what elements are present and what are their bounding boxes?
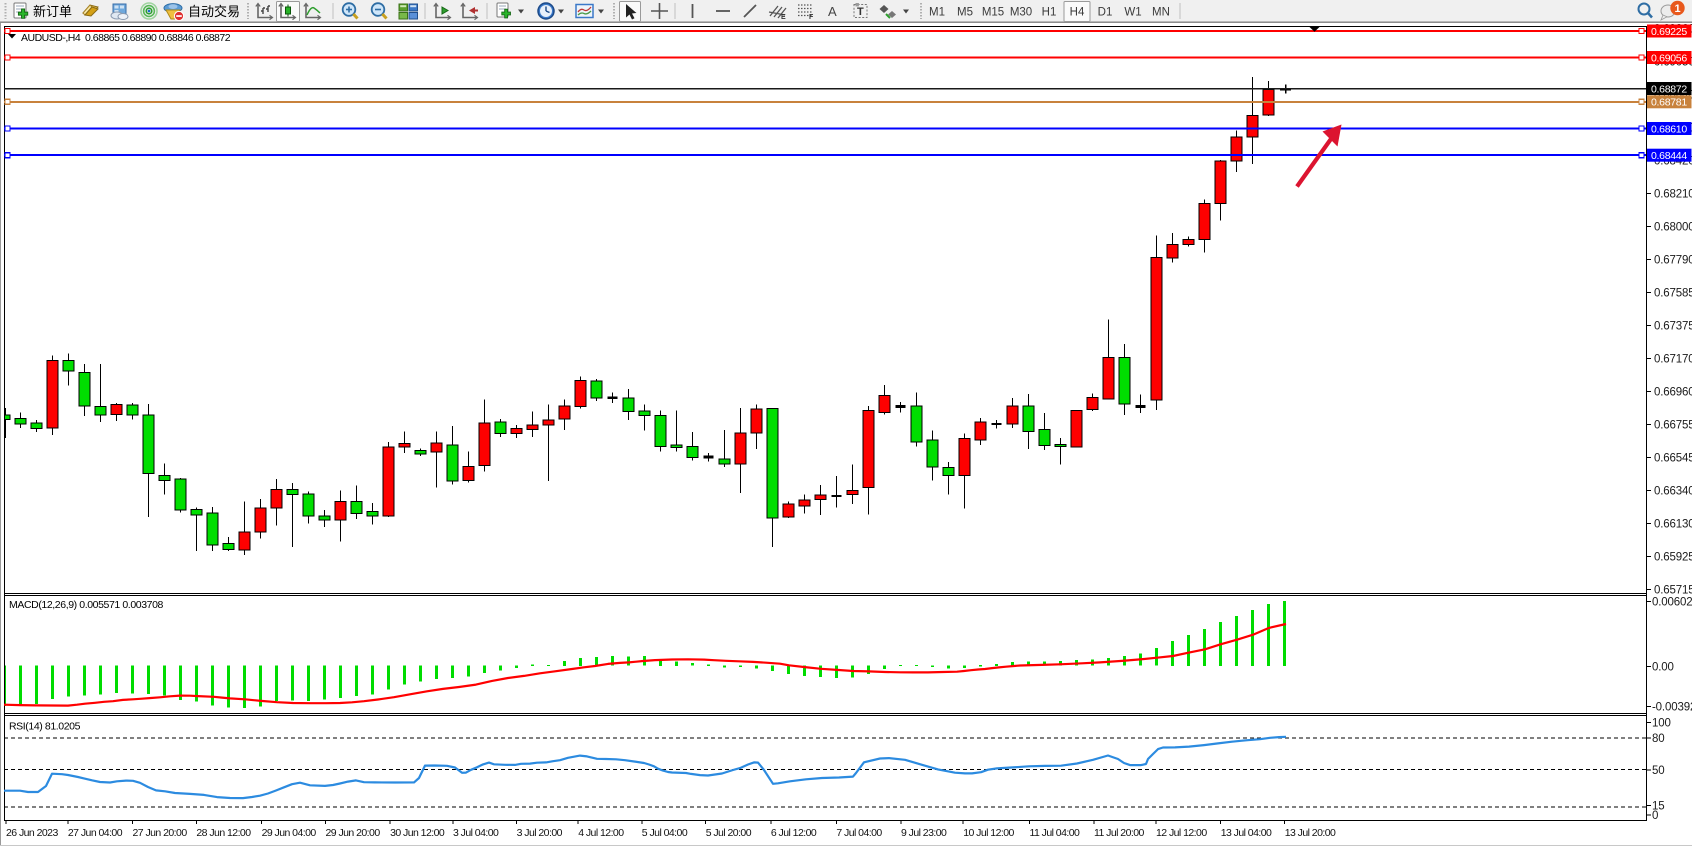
svg-text:0.00: 0.00 xyxy=(1652,662,1674,674)
svg-text:0.66755: 0.66755 xyxy=(1654,419,1692,431)
svg-text:0.66960: 0.66960 xyxy=(1654,386,1692,398)
svg-text:0.67375: 0.67375 xyxy=(1654,320,1692,332)
svg-text:6 Jul 12:00: 6 Jul 12:00 xyxy=(771,827,817,839)
svg-text:0.68210: 0.68210 xyxy=(1654,188,1692,200)
svg-text:10 Jul 12:00: 10 Jul 12:00 xyxy=(963,827,1014,839)
svg-text:30 Jun 12:00: 30 Jun 12:00 xyxy=(390,827,445,839)
svg-text:7 Jul 04:00: 7 Jul 04:00 xyxy=(836,827,882,839)
svg-text:5 Jul 20:00: 5 Jul 20:00 xyxy=(706,827,752,839)
svg-text:29 Jun 20:00: 29 Jun 20:00 xyxy=(326,827,381,839)
svg-text:M30: M30 xyxy=(1010,7,1032,19)
svg-text:11 Jul 20:00: 11 Jul 20:00 xyxy=(1094,827,1145,839)
svg-text:0.67790: 0.67790 xyxy=(1654,254,1692,266)
svg-text:0.69225: 0.69225 xyxy=(1651,26,1687,38)
svg-text:27 Jun 20:00: 27 Jun 20:00 xyxy=(133,827,188,839)
svg-text:3 Jul 04:00: 3 Jul 04:00 xyxy=(453,827,499,839)
svg-text:A: A xyxy=(828,4,837,19)
svg-text:13 Jul 20:00: 13 Jul 20:00 xyxy=(1285,827,1336,839)
svg-text:新订单: 新订单 xyxy=(33,4,72,19)
svg-text:T: T xyxy=(857,6,864,18)
svg-text:29 Jun 04:00: 29 Jun 04:00 xyxy=(262,827,317,839)
svg-text:MN: MN xyxy=(1152,7,1170,19)
svg-text:0.68610: 0.68610 xyxy=(1651,123,1687,135)
svg-text:0.67585: 0.67585 xyxy=(1654,287,1692,299)
svg-text:M5: M5 xyxy=(957,7,973,19)
svg-text:80: 80 xyxy=(1652,733,1665,745)
svg-text:AUDUSD-,H4 0.68865 0.68890 0.: AUDUSD-,H4 0.68865 0.68890 0.68846 0.688… xyxy=(21,32,231,44)
svg-text:0.69056: 0.69056 xyxy=(1651,52,1687,64)
svg-text:0.65715: 0.65715 xyxy=(1654,584,1692,596)
svg-text:12 Jul 12:00: 12 Jul 12:00 xyxy=(1156,827,1207,839)
svg-text:1: 1 xyxy=(1674,3,1680,15)
svg-text:0.68781: 0.68781 xyxy=(1651,97,1687,109)
svg-text:5 Jul 04:00: 5 Jul 04:00 xyxy=(642,827,688,839)
svg-text:13 Jul 04:00: 13 Jul 04:00 xyxy=(1221,827,1272,839)
svg-text:50: 50 xyxy=(1652,765,1665,777)
svg-text:0.66545: 0.66545 xyxy=(1654,452,1692,464)
svg-text:RSI(14) 81.0205: RSI(14) 81.0205 xyxy=(9,721,81,733)
svg-text:W1: W1 xyxy=(1124,7,1141,19)
svg-text:3 Jul 20:00: 3 Jul 20:00 xyxy=(517,827,563,839)
svg-text:M15: M15 xyxy=(982,7,1004,19)
svg-text:0.68000: 0.68000 xyxy=(1654,221,1692,233)
svg-text:M1: M1 xyxy=(929,7,945,19)
svg-text:MACD(12,26,9) 0.005571 0.00370: MACD(12,26,9) 0.005571 0.003708 xyxy=(9,599,164,611)
svg-text:F: F xyxy=(809,14,814,21)
svg-text:0.68872: 0.68872 xyxy=(1651,83,1687,95)
svg-text:28 Jun 12:00: 28 Jun 12:00 xyxy=(196,827,251,839)
svg-text:D1: D1 xyxy=(1098,7,1113,19)
svg-text:E: E xyxy=(781,14,786,21)
svg-text:H4: H4 xyxy=(1070,7,1085,19)
svg-text:自动交易: 自动交易 xyxy=(188,4,240,19)
svg-text:0: 0 xyxy=(1652,810,1658,822)
svg-text:0.66340: 0.66340 xyxy=(1654,485,1692,497)
svg-text:27 Jun 04:00: 27 Jun 04:00 xyxy=(68,827,123,839)
svg-text:0.66130: 0.66130 xyxy=(1654,518,1692,530)
svg-text:15: 15 xyxy=(1652,801,1665,813)
svg-text:-0.003921: -0.003921 xyxy=(1652,702,1692,714)
svg-text:11 Jul 04:00: 11 Jul 04:00 xyxy=(1030,827,1081,839)
svg-text:9 Jul 23:00: 9 Jul 23:00 xyxy=(901,827,947,839)
svg-text:H1: H1 xyxy=(1042,7,1057,19)
svg-text:0.67170: 0.67170 xyxy=(1654,353,1692,365)
svg-text:100: 100 xyxy=(1652,717,1671,729)
svg-text:4 Jul 12:00: 4 Jul 12:00 xyxy=(578,827,624,839)
svg-text:0.65925: 0.65925 xyxy=(1654,551,1692,563)
svg-text:0.68444: 0.68444 xyxy=(1651,150,1687,162)
svg-text:0.006023: 0.006023 xyxy=(1652,597,1692,609)
svg-text:26 Jun 2023: 26 Jun 2023 xyxy=(6,827,58,839)
